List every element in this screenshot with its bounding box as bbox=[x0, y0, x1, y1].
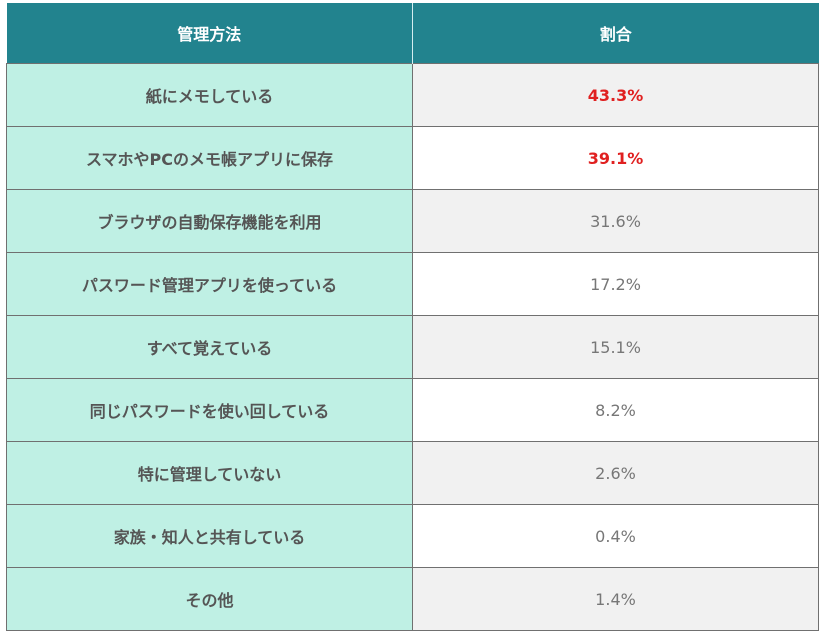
table-row: 同じパスワードを使い回している 8.2% bbox=[6, 378, 819, 442]
method-cell: 紙にメモしている bbox=[6, 63, 413, 127]
password-management-table: 管理方法 割合 紙にメモしている 43.3% スマホやPCのメモ帳アプリに保存 … bbox=[6, 3, 819, 631]
method-cell: 特に管理していない bbox=[6, 441, 413, 505]
method-cell: ブラウザの自動保存機能を利用 bbox=[6, 189, 413, 253]
ratio-cell: 1.4% bbox=[412, 567, 819, 631]
method-cell: スマホやPCのメモ帳アプリに保存 bbox=[6, 126, 413, 190]
table-row: 特に管理していない 2.6% bbox=[6, 441, 819, 505]
table-row: その他 1.4% bbox=[6, 567, 819, 631]
header-method: 管理方法 bbox=[6, 3, 413, 64]
method-cell: 同じパスワードを使い回している bbox=[6, 378, 413, 442]
table-row: ブラウザの自動保存機能を利用 31.6% bbox=[6, 189, 819, 253]
table-header-row: 管理方法 割合 bbox=[6, 3, 819, 64]
ratio-cell: 39.1% bbox=[412, 126, 819, 190]
table-row: すべて覚えている 15.1% bbox=[6, 315, 819, 379]
ratio-cell: 17.2% bbox=[412, 252, 819, 316]
ratio-cell: 8.2% bbox=[412, 378, 819, 442]
table-row: パスワード管理アプリを使っている 17.2% bbox=[6, 252, 819, 316]
table-row: スマホやPCのメモ帳アプリに保存 39.1% bbox=[6, 126, 819, 190]
method-cell: その他 bbox=[6, 567, 413, 631]
ratio-cell: 0.4% bbox=[412, 504, 819, 568]
table-row: 家族・知人と共有している 0.4% bbox=[6, 504, 819, 568]
table-row: 紙にメモしている 43.3% bbox=[6, 63, 819, 127]
method-cell: 家族・知人と共有している bbox=[6, 504, 413, 568]
ratio-cell: 31.6% bbox=[412, 189, 819, 253]
ratio-cell: 15.1% bbox=[412, 315, 819, 379]
ratio-cell: 2.6% bbox=[412, 441, 819, 505]
method-cell: パスワード管理アプリを使っている bbox=[6, 252, 413, 316]
method-cell: すべて覚えている bbox=[6, 315, 413, 379]
ratio-cell: 43.3% bbox=[412, 63, 819, 127]
header-ratio: 割合 bbox=[412, 3, 819, 64]
